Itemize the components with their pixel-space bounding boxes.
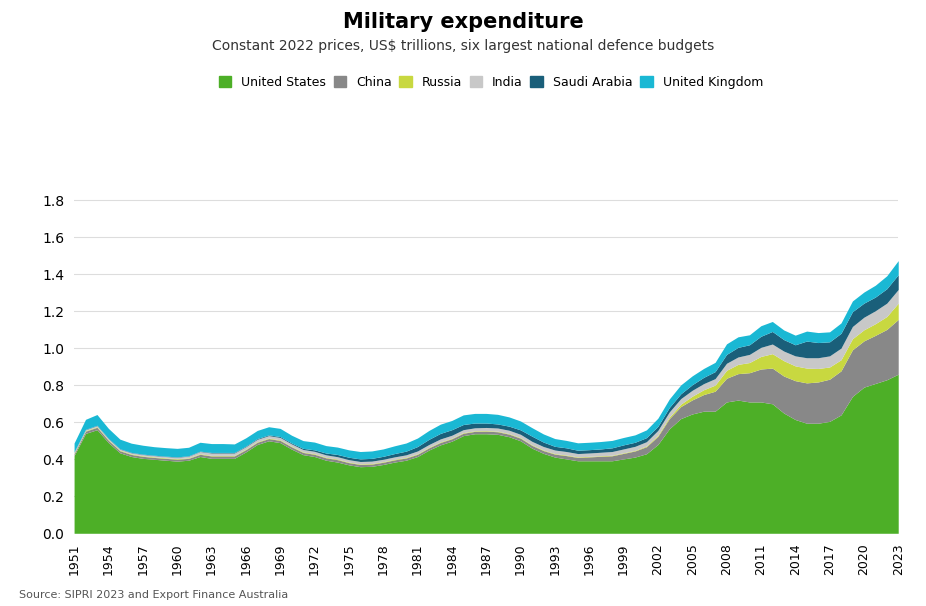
Text: Constant 2022 prices, US$ trillions, six largest national defence budgets: Constant 2022 prices, US$ trillions, six…	[212, 39, 714, 53]
Text: Source: SIPRI 2023 and Export Finance Australia: Source: SIPRI 2023 and Export Finance Au…	[19, 590, 288, 600]
Legend: United States, China, Russia, India, Saudi Arabia, United Kingdom: United States, China, Russia, India, Sau…	[219, 76, 763, 89]
Text: Military expenditure: Military expenditure	[343, 12, 583, 32]
